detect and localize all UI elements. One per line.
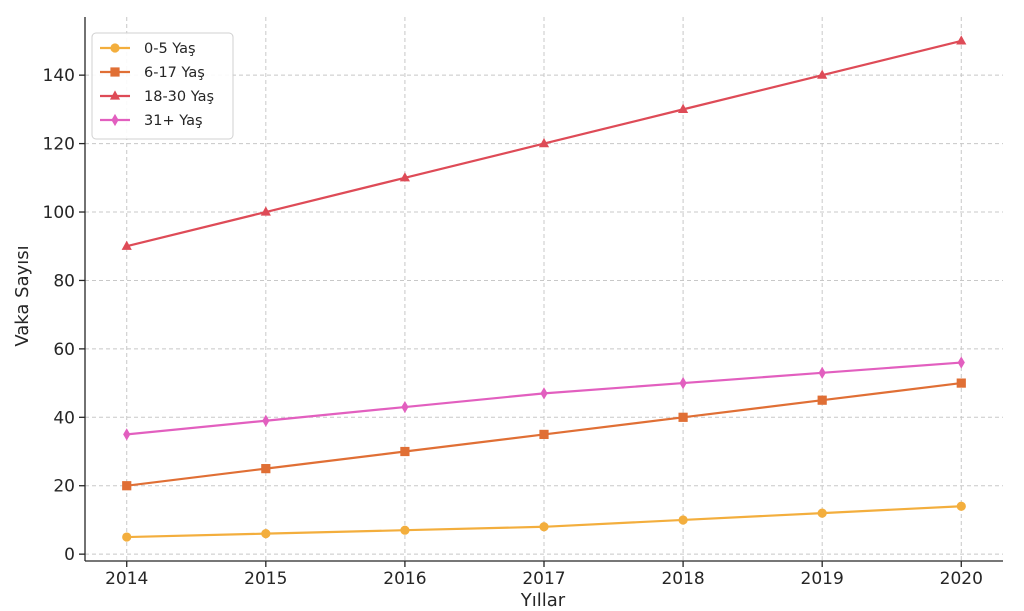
series-2 [121, 35, 967, 250]
data-point [260, 206, 271, 216]
legend-entry: 18-30 Yaş [100, 89, 214, 105]
data-point [956, 35, 967, 45]
data-point [817, 508, 827, 518]
legend-label: 0-5 Yaş [144, 41, 196, 57]
series-0 [122, 501, 966, 542]
data-point [538, 137, 550, 148]
x-tick-label: 2016 [383, 569, 426, 589]
x-tick-label: 2017 [522, 569, 565, 589]
data-point [540, 387, 548, 400]
data-point [400, 446, 410, 457]
data-point [678, 515, 688, 525]
legend-entry: 6-17 Yaş [100, 65, 205, 81]
data-point [261, 464, 271, 474]
y-tick-label: 20 [53, 477, 75, 497]
data-point [956, 501, 966, 511]
data-point [539, 429, 549, 440]
legend-swatch-marker [110, 43, 120, 53]
x-tick-label: 2020 [940, 569, 983, 589]
y-tick-label: 0 [64, 545, 75, 565]
legend-label: 6-17 Yaş [144, 65, 205, 81]
data-point [122, 481, 132, 491]
legend: 0-5 Yaş 6-17 Yaş 18-30 Yaş 31+ Yaş [91, 32, 234, 140]
x-tick-label: 2015 [244, 569, 287, 589]
legend-box [91, 32, 234, 140]
y-tick-label: 80 [53, 271, 75, 291]
data-point [678, 412, 688, 422]
data-point [679, 376, 687, 390]
x-axis-title: Yıllar [520, 590, 566, 607]
y-tick-label: 100 [43, 203, 75, 223]
y-tick-label: 120 [43, 135, 75, 155]
data-point [122, 532, 132, 542]
data-point [262, 414, 270, 427]
data-point [399, 172, 411, 182]
data-point [121, 240, 132, 250]
data-point [957, 356, 965, 369]
series-3 [123, 356, 965, 441]
data-point [817, 69, 828, 79]
legend-label: 18-30 Yaş [144, 89, 214, 105]
legend-swatch-marker [111, 113, 119, 127]
series-lines [121, 35, 967, 542]
data-point [261, 529, 271, 539]
data-point [956, 378, 966, 388]
data-point [539, 522, 549, 532]
y-tick-label: 140 [43, 66, 75, 86]
series-1 [122, 378, 966, 491]
x-tick-label: 2019 [801, 569, 844, 589]
legend-swatch-marker [110, 67, 120, 77]
y-tick-label: 40 [53, 408, 75, 428]
data-point [123, 428, 131, 441]
x-tick-label: 2014 [105, 569, 148, 589]
axes: 2014 2015 2016 2017 2018 2019 2020 0 20 40 60 80 100… [43, 17, 1003, 589]
legend-entry: 0-5 Yaş [100, 41, 196, 57]
data-point [817, 395, 827, 405]
legend-entry: 31+ Yaş [100, 113, 203, 129]
y-tick-label: 60 [53, 340, 75, 360]
legend-label: 31+ Yaş [144, 113, 203, 129]
data-point [401, 400, 409, 414]
data-point [818, 366, 826, 379]
x-tick-label: 2018 [661, 569, 704, 589]
data-point [677, 103, 689, 113]
y-axis-title: Vaka Sayısı [12, 245, 33, 346]
data-point [400, 525, 410, 535]
legend-swatch-marker [109, 90, 121, 100]
